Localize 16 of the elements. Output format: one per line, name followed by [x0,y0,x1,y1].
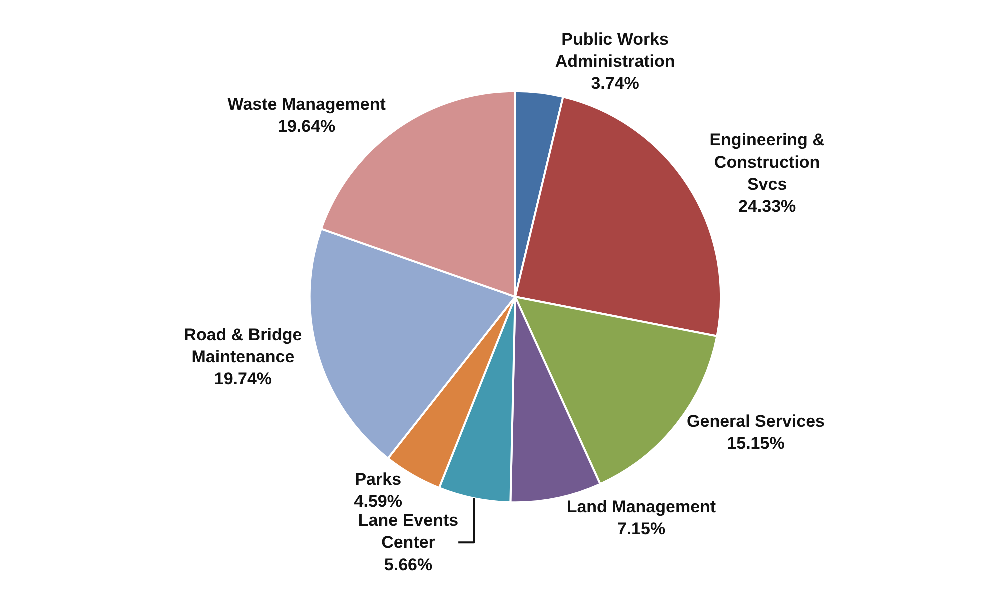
data-label: 4.59% [354,492,402,512]
data-label: 5.66% [384,555,433,574]
data-label: 7.15% [617,520,666,539]
slice-label: Road & Bridge Maintenance [184,325,302,366]
slice-label: Engineering & Construction Svcs [710,130,825,194]
slice-label: Parks [355,470,402,489]
slice-label: Lane Events Center [358,511,459,552]
slice-label: Public Works Administration [555,30,676,72]
slice-label: General Services [687,412,825,431]
data-label: 24.33% [738,196,796,216]
slice-label: Waste Management [228,95,386,114]
data-label: 3.74% [591,74,640,94]
slice-label: Land Management [566,498,716,517]
data-label: 19.64% [278,117,336,136]
data-label: 15.15% [727,434,785,453]
data-label: 19.74% [214,370,272,389]
